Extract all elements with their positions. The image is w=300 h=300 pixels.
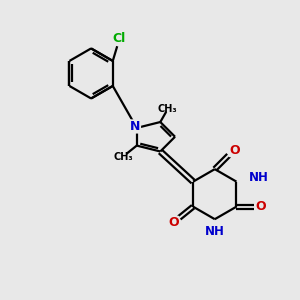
Text: Cl: Cl bbox=[112, 32, 125, 45]
Text: NH: NH bbox=[249, 171, 269, 184]
Text: N: N bbox=[130, 120, 140, 133]
Text: O: O bbox=[256, 200, 266, 213]
Text: O: O bbox=[229, 143, 240, 157]
Text: CH₃: CH₃ bbox=[114, 152, 133, 162]
Text: O: O bbox=[168, 216, 179, 230]
Text: CH₃: CH₃ bbox=[158, 104, 178, 114]
Text: NH: NH bbox=[205, 225, 225, 238]
